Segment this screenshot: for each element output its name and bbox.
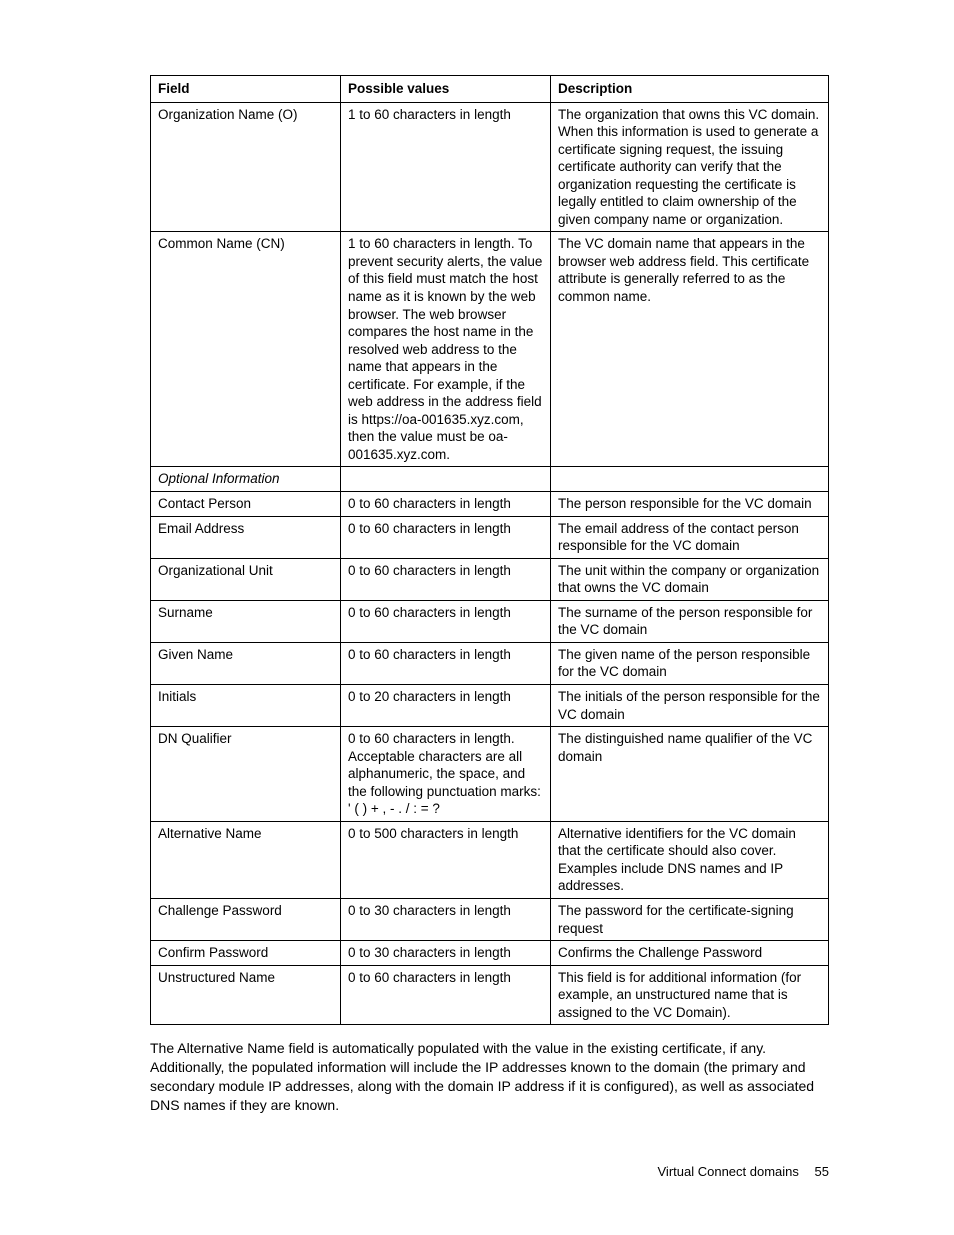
col-field: Field [151,76,341,103]
table-row: Email Address0 to 60 characters in lengt… [151,516,829,558]
cell-values: 0 to 60 characters in length [341,516,551,558]
cell-values: 0 to 60 characters in length [341,558,551,600]
cell-field: Alternative Name [151,821,341,898]
cell-field: Optional Information [151,467,341,492]
cell-values [341,467,551,492]
cell-values: 0 to 60 characters in length [341,642,551,684]
cell-desc: Alternative identifiers for the VC domai… [551,821,829,898]
cell-values: 0 to 60 characters in length [341,492,551,517]
footer-page-number: 55 [815,1164,829,1179]
table-row: Given Name0 to 60 characters in lengthTh… [151,642,829,684]
footer-label: Virtual Connect domains [658,1164,799,1179]
table-row: DN Qualifier0 to 60 characters in length… [151,727,829,822]
cell-desc: The given name of the person responsible… [551,642,829,684]
cell-values: 0 to 60 characters in length. Acceptable… [341,727,551,822]
cell-values: 0 to 60 characters in length [341,965,551,1025]
cell-field: Organization Name (O) [151,102,341,232]
table-row: Organizational Unit0 to 60 characters in… [151,558,829,600]
cell-field: DN Qualifier [151,727,341,822]
table-row: Challenge Password0 to 30 characters in … [151,898,829,940]
table-row: Surname0 to 60 characters in lengthThe s… [151,600,829,642]
cell-field: Initials [151,684,341,726]
cell-values: 0 to 60 characters in length [341,600,551,642]
body-paragraph: The Alternative Name field is automatica… [150,1039,829,1115]
cell-desc: The organization that owns this VC domai… [551,102,829,232]
cell-desc: Confirms the Challenge Password [551,941,829,966]
cell-values: 1 to 60 characters in length [341,102,551,232]
cell-desc: This field is for additional information… [551,965,829,1025]
cell-values: 0 to 20 characters in length [341,684,551,726]
cell-field: Common Name (CN) [151,232,341,467]
cell-values: 0 to 500 characters in length [341,821,551,898]
cell-desc: The unit within the company or organizat… [551,558,829,600]
table-header-row: Field Possible values Description [151,76,829,103]
cell-desc: The password for the certificate-signing… [551,898,829,940]
cell-field: Challenge Password [151,898,341,940]
table-row: Alternative Name0 to 500 characters in l… [151,821,829,898]
cell-field: Email Address [151,516,341,558]
cell-field: Unstructured Name [151,965,341,1025]
page-footer: Virtual Connect domains 55 [658,1164,830,1179]
cell-desc: The distinguished name qualifier of the … [551,727,829,822]
table-row: Organization Name (O)1 to 60 characters … [151,102,829,232]
cell-desc [551,467,829,492]
cell-field: Organizational Unit [151,558,341,600]
table-row: Confirm Password0 to 30 characters in le… [151,941,829,966]
cell-values: 1 to 60 characters in length. To prevent… [341,232,551,467]
table-row: Unstructured Name0 to 60 characters in l… [151,965,829,1025]
cell-values: 0 to 30 characters in length [341,941,551,966]
cell-desc: The person responsible for the VC domain [551,492,829,517]
cell-values: 0 to 30 characters in length [341,898,551,940]
cell-desc: The initials of the person responsible f… [551,684,829,726]
cell-desc: The email address of the contact person … [551,516,829,558]
fields-table: Field Possible values Description Organi… [150,75,829,1025]
table-row: Optional Information [151,467,829,492]
cell-desc: The VC domain name that appears in the b… [551,232,829,467]
cell-field: Given Name [151,642,341,684]
cell-field: Surname [151,600,341,642]
cell-desc: The surname of the person responsible fo… [551,600,829,642]
col-values: Possible values [341,76,551,103]
col-desc: Description [551,76,829,103]
table-row: Initials0 to 20 characters in lengthThe … [151,684,829,726]
table-row: Common Name (CN)1 to 60 characters in le… [151,232,829,467]
cell-field: Confirm Password [151,941,341,966]
cell-field: Contact Person [151,492,341,517]
table-row: Contact Person0 to 60 characters in leng… [151,492,829,517]
